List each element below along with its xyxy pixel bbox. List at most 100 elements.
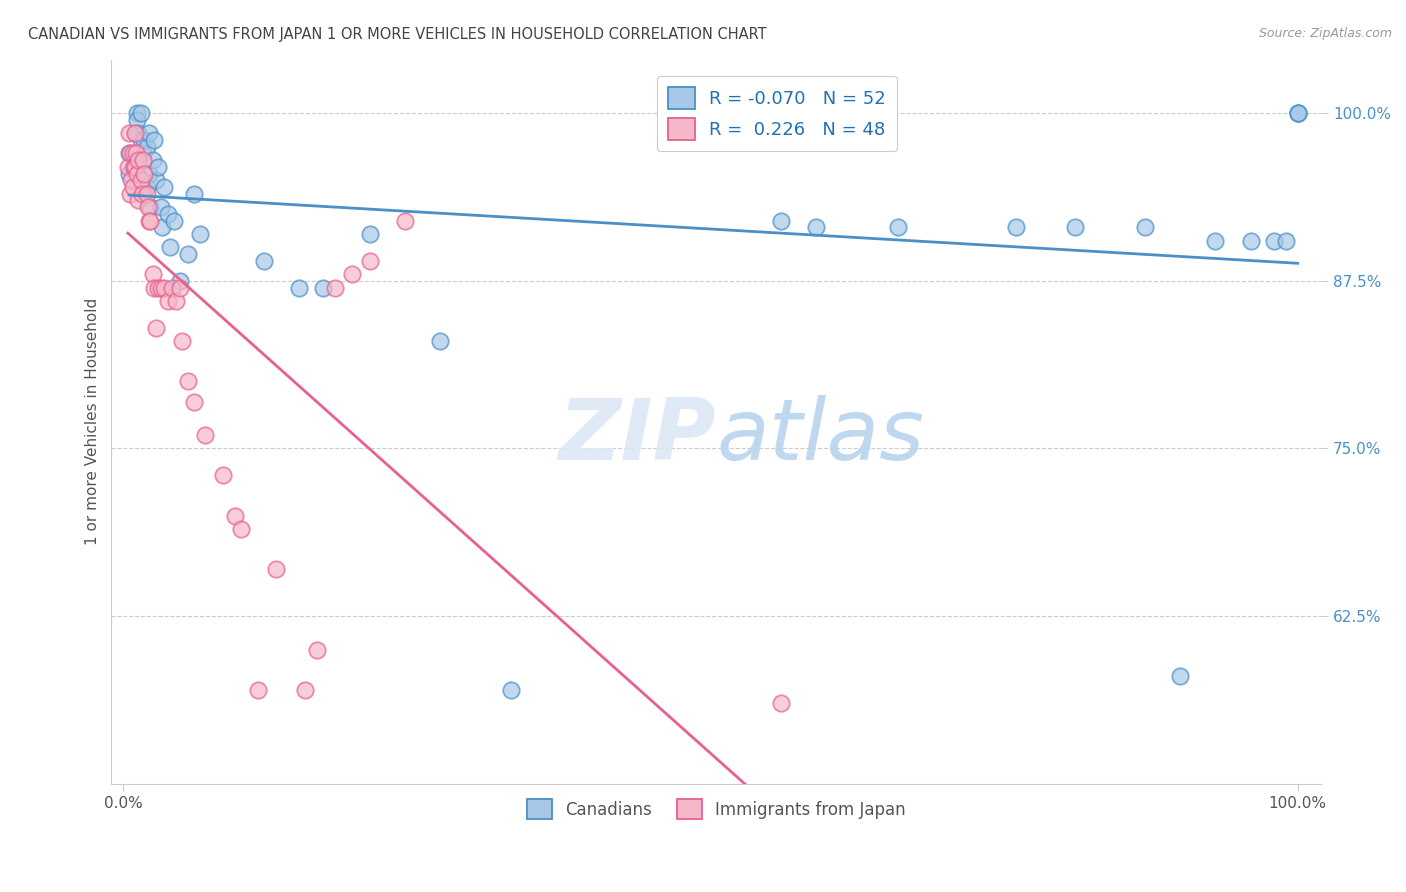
Point — [124, 127, 146, 141]
Point — [183, 394, 205, 409]
Point — [153, 180, 176, 194]
Point — [118, 167, 141, 181]
Point — [429, 334, 451, 349]
Point — [135, 186, 157, 201]
Point — [323, 280, 346, 294]
Point — [129, 173, 152, 187]
Point — [124, 160, 146, 174]
Point — [169, 280, 191, 294]
Point — [769, 213, 792, 227]
Y-axis label: 1 or more Vehicles in Household: 1 or more Vehicles in Household — [86, 298, 100, 545]
Point — [118, 146, 141, 161]
Point — [134, 167, 156, 181]
Text: ZIP: ZIP — [558, 394, 716, 477]
Point — [165, 293, 187, 308]
Point — [887, 220, 910, 235]
Point — [229, 522, 252, 536]
Point — [1063, 220, 1085, 235]
Point — [127, 167, 149, 181]
Point — [141, 153, 163, 168]
Point — [163, 213, 186, 227]
Point — [1275, 234, 1298, 248]
Point — [127, 106, 149, 120]
Point — [117, 160, 139, 174]
Point — [127, 153, 149, 168]
Point — [1204, 234, 1226, 248]
Point — [149, 280, 172, 294]
Point — [394, 213, 416, 227]
Point — [120, 186, 142, 201]
Point — [145, 173, 167, 187]
Point — [118, 127, 141, 141]
Point — [132, 146, 155, 161]
Point — [138, 127, 160, 141]
Point — [359, 227, 381, 241]
Point — [253, 253, 276, 268]
Point — [138, 167, 160, 181]
Point — [139, 200, 162, 214]
Text: atlas: atlas — [716, 394, 924, 477]
Text: CANADIAN VS IMMIGRANTS FROM JAPAN 1 OR MORE VEHICLES IN HOUSEHOLD CORRELATION CH: CANADIAN VS IMMIGRANTS FROM JAPAN 1 OR M… — [28, 27, 766, 42]
Point — [183, 186, 205, 201]
Point — [156, 207, 179, 221]
Point — [125, 146, 148, 161]
Point — [134, 133, 156, 147]
Point — [162, 280, 184, 294]
Point — [136, 200, 159, 214]
Point — [131, 186, 153, 201]
Point — [122, 160, 145, 174]
Point — [177, 375, 200, 389]
Point — [148, 280, 170, 294]
Text: Source: ZipAtlas.com: Source: ZipAtlas.com — [1258, 27, 1392, 40]
Point — [288, 280, 311, 294]
Point — [188, 227, 211, 241]
Point — [148, 160, 170, 174]
Point — [1133, 220, 1156, 235]
Point — [149, 200, 172, 214]
Point — [212, 468, 235, 483]
Point — [169, 274, 191, 288]
Point — [499, 682, 522, 697]
Point — [132, 153, 155, 168]
Point — [305, 642, 328, 657]
Point — [145, 320, 167, 334]
Point — [141, 267, 163, 281]
Point — [121, 160, 143, 174]
Point — [1286, 106, 1309, 120]
Point — [177, 247, 200, 261]
Point — [142, 133, 165, 147]
Point — [247, 682, 270, 697]
Point — [134, 186, 156, 201]
Point — [294, 682, 316, 697]
Point — [1240, 234, 1263, 248]
Point — [153, 280, 176, 294]
Legend: Canadians, Immigrants from Japan: Canadians, Immigrants from Japan — [520, 792, 912, 826]
Point — [129, 133, 152, 147]
Point — [224, 508, 246, 523]
Point — [1286, 106, 1309, 120]
Point — [135, 140, 157, 154]
Point — [150, 220, 173, 235]
Point — [127, 112, 149, 127]
Point — [138, 213, 160, 227]
Point — [129, 106, 152, 120]
Point — [194, 428, 217, 442]
Point — [1004, 220, 1026, 235]
Point — [1168, 669, 1191, 683]
Point — [312, 280, 335, 294]
Point — [170, 334, 193, 349]
Point — [127, 194, 149, 208]
Point — [1286, 106, 1309, 120]
Point — [120, 173, 142, 187]
Point — [124, 153, 146, 168]
Point — [139, 213, 162, 227]
Point — [135, 180, 157, 194]
Point — [120, 146, 142, 161]
Point — [159, 240, 181, 254]
Point — [264, 562, 287, 576]
Point — [156, 293, 179, 308]
Point — [769, 696, 792, 710]
Point — [142, 280, 165, 294]
Point — [124, 127, 146, 141]
Point — [804, 220, 827, 235]
